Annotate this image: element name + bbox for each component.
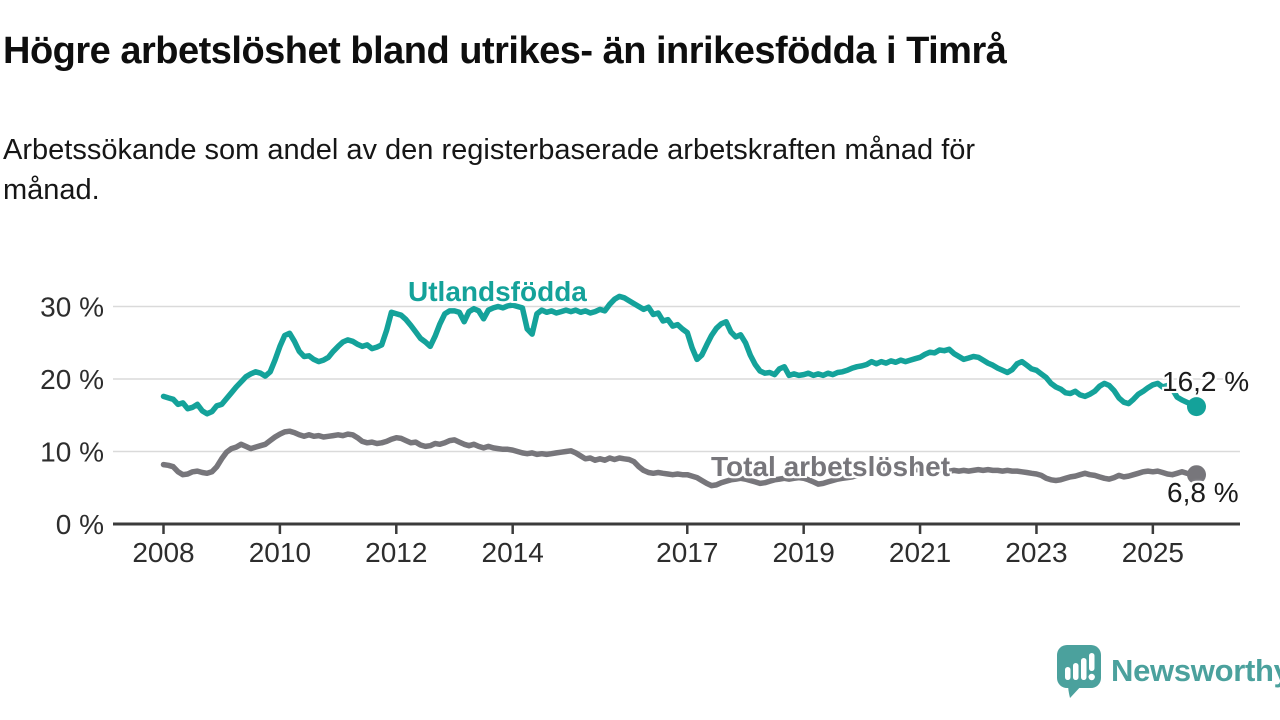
value-label-utlandsfodda: 16,2 % bbox=[1162, 366, 1250, 397]
series-total-line bbox=[160, 428, 1200, 489]
logo-bar-3 bbox=[1081, 658, 1087, 680]
series-utlandsfodda-end-dot bbox=[1187, 397, 1206, 417]
y-tick-label-30: 30 % bbox=[40, 292, 104, 323]
newsworthy-logo-text: Newsworthy bbox=[1111, 653, 1280, 688]
y-axis-labels: 0 % 10 % 20 % 30 % bbox=[40, 292, 104, 541]
page-title: Högre arbetslöshet bland utrikes- än inr… bbox=[3, 30, 1007, 72]
y-tick-label-0: 0 % bbox=[56, 509, 104, 540]
x-axis-labels: 2008 2010 2012 2014 2017 2019 2021 2023 2025 bbox=[132, 537, 1184, 568]
x-tick-label-2017: 2017 bbox=[656, 537, 718, 568]
x-tick-label-2010: 2010 bbox=[249, 537, 311, 568]
logo-bar-2 bbox=[1073, 663, 1079, 680]
newsworthy-logo-icon bbox=[1057, 645, 1101, 698]
x-tick-label-2025: 2025 bbox=[1122, 537, 1184, 568]
x-tick-label-2008: 2008 bbox=[132, 537, 194, 568]
x-tick-label-2012: 2012 bbox=[365, 537, 427, 568]
logo-bar-1 bbox=[1065, 667, 1071, 680]
x-tick-label-2021: 2021 bbox=[889, 537, 951, 568]
logo-exclamation-bar bbox=[1089, 653, 1095, 671]
x-tick-label-2019: 2019 bbox=[773, 537, 835, 568]
x-axis-ticks bbox=[162, 524, 1155, 534]
gridlines bbox=[113, 305, 1240, 453]
y-tick-label-20: 20 % bbox=[40, 364, 104, 395]
chart-subtitle: Arbetssökande som andel av den registerb… bbox=[3, 134, 976, 206]
logo-exclamation-dot bbox=[1088, 673, 1095, 681]
series-label-total: Total arbetslöshet bbox=[711, 451, 951, 482]
series-label-utlandsfodda: Utlandsfödda bbox=[408, 276, 587, 307]
newsworthy-logo: Newsworthy bbox=[1056, 644, 1280, 698]
series-utlandsfodda-line bbox=[160, 293, 1200, 417]
y-tick-label-10: 10 % bbox=[40, 437, 104, 468]
value-label-total: 6,8 % bbox=[1167, 477, 1239, 508]
x-tick-label-2014: 2014 bbox=[482, 537, 544, 568]
x-tick-label-2023: 2023 bbox=[1005, 537, 1067, 568]
series-total-end-dot bbox=[1187, 465, 1206, 485]
